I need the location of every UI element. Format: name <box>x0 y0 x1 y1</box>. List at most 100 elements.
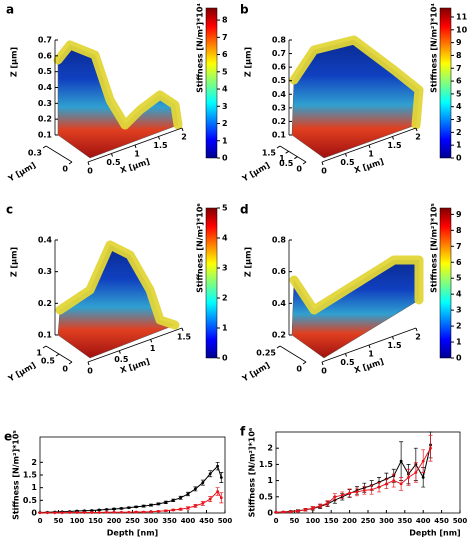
point <box>281 510 285 514</box>
x-tick-label: 350 <box>162 517 177 525</box>
x-tick-label: 400 <box>181 517 196 525</box>
z-tick-label: 0.3 <box>38 267 52 276</box>
x-tick-label: 0 <box>321 167 327 176</box>
y-axis-title: Y [µm] <box>6 361 37 384</box>
series-line <box>40 490 222 514</box>
x-tick-label: 400 <box>416 517 431 525</box>
z-tick-label: 0.7 <box>38 36 52 45</box>
y-tick-label: 1 <box>31 483 37 492</box>
x-tick <box>181 127 184 132</box>
y-tick <box>276 145 281 149</box>
z-tick-label: 0.6 <box>272 267 287 276</box>
x-tick <box>368 344 371 349</box>
z-tick-label: 0.6 <box>38 51 53 60</box>
point <box>201 501 205 505</box>
x-tick-label: 1.5 <box>387 141 402 150</box>
x-tick <box>181 327 184 332</box>
y-tick-label: 1.5 <box>259 460 274 469</box>
point <box>208 497 212 501</box>
panel-label: a <box>6 3 14 17</box>
point <box>97 511 101 514</box>
z-tick-label: 0.3 <box>38 99 52 108</box>
colorbar-tick-label: 7 <box>456 242 462 251</box>
x-tick <box>111 153 113 157</box>
x-tick-label: 1.5 <box>153 141 168 150</box>
y-tick-label: 0.5 <box>259 492 274 501</box>
point <box>90 511 94 514</box>
colorbar-tick-label: 7 <box>456 64 462 73</box>
z-tick-label: 0.5 <box>38 67 53 76</box>
colorbar-tick-label: 5 <box>456 274 462 283</box>
y-axis-title: Y [µm] <box>6 161 37 184</box>
colorbar-tick-label: 2 <box>222 119 228 128</box>
x-tick <box>321 161 324 166</box>
y-tick <box>302 161 307 165</box>
colorbar-tick-label: 5 <box>222 204 228 213</box>
z-tick-label: 0.2 <box>272 331 286 340</box>
x-tick-label: 450 <box>434 517 449 525</box>
x-tick <box>118 350 121 354</box>
y-tick <box>55 353 60 357</box>
z-tick-label: 0.1 <box>38 331 53 340</box>
y-axis-title: Stiffness [N/m²]*10⁶ <box>248 427 257 517</box>
point <box>194 504 197 508</box>
series-line <box>275 447 431 513</box>
colorbar-title: Stiffness [N/m²]*10⁴ <box>430 3 439 93</box>
colorbar-tick-label: 2 <box>456 128 462 137</box>
point <box>274 510 278 514</box>
x-tick-label: 1.5 <box>177 333 192 342</box>
x-tick-label: 500 <box>218 517 233 525</box>
y-tick-label: 0.3 <box>28 149 42 158</box>
x-tick-label: 1.5 <box>387 341 402 350</box>
colorbar-tick-label: 0 <box>222 154 228 163</box>
y-tick-label: 1 <box>279 154 285 163</box>
y-axis-title: Stiffness [N/m²]*10⁵ <box>12 430 21 520</box>
colorbar-tick-label: 1 <box>456 338 462 347</box>
point <box>142 510 146 514</box>
z-tick-label: 0.4 <box>272 90 287 99</box>
point <box>407 475 410 479</box>
x-tick-label: 200 <box>107 517 122 525</box>
z-axis-title: Z [µm] <box>244 47 253 77</box>
point <box>362 488 366 492</box>
colorbar-tick-label: 5 <box>222 67 228 76</box>
colorbar <box>205 7 218 159</box>
x-tick-label: 1 <box>368 350 374 359</box>
surface-top <box>289 35 424 130</box>
x-axis-title: Depth [nm] <box>409 529 460 538</box>
colorbar-tick-label: 4 <box>456 102 462 111</box>
x-tick <box>392 336 394 340</box>
y-tick-label: 0.25 <box>256 349 276 358</box>
x-tick <box>368 144 371 149</box>
point <box>68 511 71 514</box>
z-tick-label: 0.4 <box>272 299 287 308</box>
colorbar-tick-label: 8 <box>456 51 462 60</box>
colorbar-tick-label: 2 <box>222 294 228 303</box>
z-tick-label: 0.1 <box>272 131 287 140</box>
y-tick-label: 0.5 <box>41 357 56 366</box>
x-tick <box>87 361 90 366</box>
point <box>46 511 49 515</box>
colorbar-title: Stiffness [N/m²]*10⁵ <box>430 203 439 293</box>
panel-label: b <box>240 3 249 17</box>
point <box>157 502 160 506</box>
x-axis-title: X [µm] <box>119 157 151 175</box>
point <box>201 481 205 484</box>
y-axis-title: Y [µm] <box>240 161 271 184</box>
z-tick-label: 0.7 <box>272 49 286 58</box>
point <box>219 496 223 500</box>
x-tick-label: 100 <box>70 517 85 525</box>
colorbar-tick-label: 4 <box>222 234 228 243</box>
colorbar-tick-label: 9 <box>456 210 462 219</box>
point <box>164 500 168 504</box>
x-tick <box>345 353 347 357</box>
z-tick-label: 0.1 <box>38 131 53 140</box>
point <box>421 475 425 479</box>
y-tick-label: 1.5 <box>23 471 38 480</box>
x-tick-label: 50 <box>54 517 64 525</box>
point <box>149 510 153 514</box>
point <box>208 472 212 476</box>
x-tick <box>392 136 394 140</box>
x-tick <box>87 161 90 166</box>
